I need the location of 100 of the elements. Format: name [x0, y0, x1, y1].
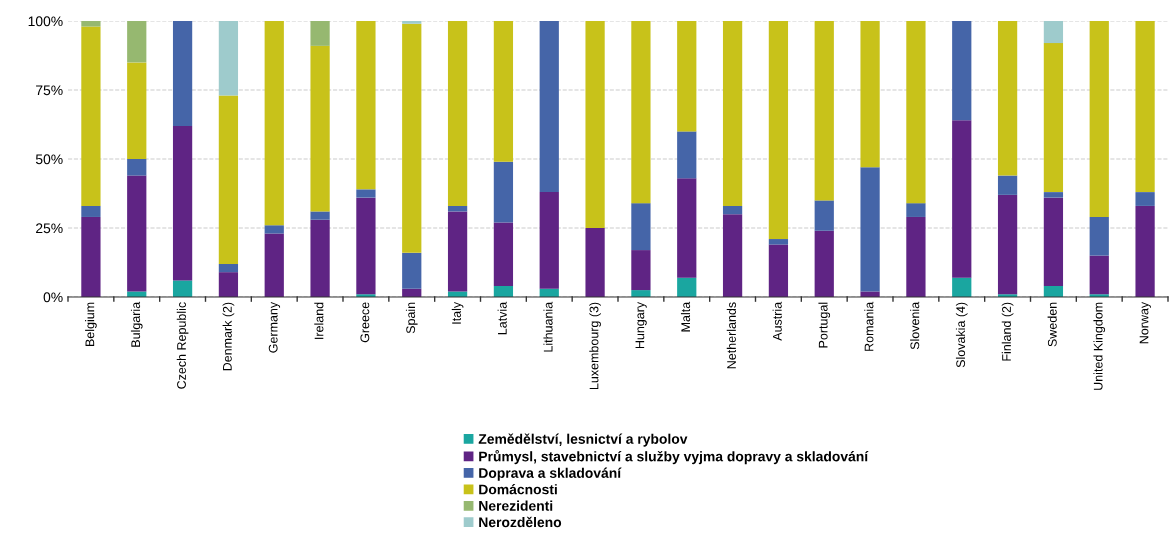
x-tick-label: Austria: [772, 301, 782, 341]
bar: [127, 291, 147, 297]
bar: [1043, 43, 1064, 193]
x-tick-label: Denmark (2): [222, 302, 235, 371]
bar: [677, 178, 697, 278]
y-tick-label: 0%: [43, 292, 63, 303]
bar: [1135, 21, 1155, 193]
bar: [447, 211, 468, 292]
bar: [677, 21, 697, 132]
bar: [447, 291, 468, 297]
bar: [127, 62, 147, 159]
y-tick-label: 25%: [36, 223, 63, 234]
bar: [722, 205, 743, 215]
bar: [310, 21, 330, 46]
x-tick-label: Greece: [360, 302, 370, 343]
legend-label: Doprava a skladování: [479, 467, 622, 481]
x-tick-label: Luxembourg (3): [589, 302, 601, 390]
bar: [310, 211, 330, 220]
bar: [814, 230, 834, 297]
bar: [1135, 205, 1155, 297]
bar: [860, 21, 880, 168]
bar: [402, 252, 422, 289]
bar: [264, 233, 284, 297]
bar: [952, 277, 972, 297]
bar: [81, 21, 101, 27]
x-tick-label: Portugal: [818, 302, 831, 348]
bar: [631, 290, 651, 297]
x-tick-label: Czech Republic: [176, 302, 189, 389]
y-tick-label: 100%: [28, 16, 63, 27]
legend-label: Nerozděleno: [479, 516, 562, 528]
bar: [539, 192, 559, 289]
bar: [402, 21, 422, 24]
bar: [585, 21, 605, 228]
bar: [585, 228, 605, 297]
bar: [402, 23, 422, 253]
bar: [722, 21, 743, 206]
bar: [218, 272, 239, 297]
bar: [493, 21, 514, 162]
bar: [814, 21, 834, 201]
bar: [356, 197, 376, 295]
bar: [264, 225, 284, 234]
bar: [310, 45, 330, 212]
bar: [677, 131, 697, 179]
bar: [218, 21, 239, 96]
legend-label: Domácnosti: [479, 484, 557, 495]
bar: [356, 21, 376, 190]
x-tick-label: Hungary: [635, 301, 647, 349]
bar: [264, 21, 284, 226]
bar: [997, 21, 1018, 176]
bar: [997, 175, 1018, 195]
x-tick-label: Belgium: [85, 302, 97, 346]
bar: [127, 159, 147, 176]
x-tick-label: Spain: [405, 302, 418, 334]
bar: [127, 21, 147, 63]
bar: [81, 216, 101, 297]
x-tick-label: United Kingdom: [1093, 302, 1106, 390]
bar: [1089, 255, 1109, 295]
bar: [1089, 216, 1109, 256]
x-tick-label: Malta: [680, 301, 691, 332]
y-tick-label: 75%: [36, 85, 63, 96]
bar: [768, 244, 789, 297]
bar: [952, 120, 972, 278]
x-tick-label: Germany: [268, 301, 281, 353]
bar: [1043, 192, 1064, 198]
bar: [447, 21, 468, 206]
bar: [1089, 21, 1109, 217]
bar: [493, 161, 514, 223]
x-tick-label: Romania: [864, 301, 874, 351]
x-tick-label: Slovenia: [910, 301, 920, 350]
bar: [356, 189, 376, 198]
x-tick-label: Netherlands: [726, 302, 736, 369]
bar: [1135, 192, 1155, 206]
bar: [768, 239, 789, 245]
x-tick-label: Finland (2): [1001, 302, 1014, 361]
legend-label: Zemědělství, lesnictví a rybolov: [478, 433, 688, 447]
bar: [722, 214, 743, 297]
bar: [1043, 197, 1064, 286]
bar: [81, 205, 101, 217]
bar: [218, 263, 239, 273]
bar: [447, 205, 468, 212]
bar: [631, 203, 651, 251]
legend-label: Průmysl, stavebnictví a služby vyjma dopravy a skladování: [479, 450, 869, 465]
bar: [906, 203, 926, 217]
bar: [539, 21, 559, 193]
bar: [172, 280, 193, 297]
bar: [172, 21, 193, 126]
x-tick-label: Bulgaria: [130, 301, 143, 347]
bar: [81, 26, 101, 206]
bar: [1043, 21, 1064, 44]
bar: [860, 167, 880, 292]
x-tick-label: Ireland: [314, 302, 324, 339]
bar: [631, 250, 651, 291]
bar: [952, 21, 972, 121]
bar: [310, 219, 330, 297]
bar: [172, 125, 193, 281]
x-tick-label: Sweden: [1047, 302, 1057, 347]
bar: [860, 291, 880, 297]
x-tick-label: Italy: [451, 301, 464, 324]
bar: [768, 21, 789, 240]
y-tick-label: 50%: [35, 154, 63, 165]
